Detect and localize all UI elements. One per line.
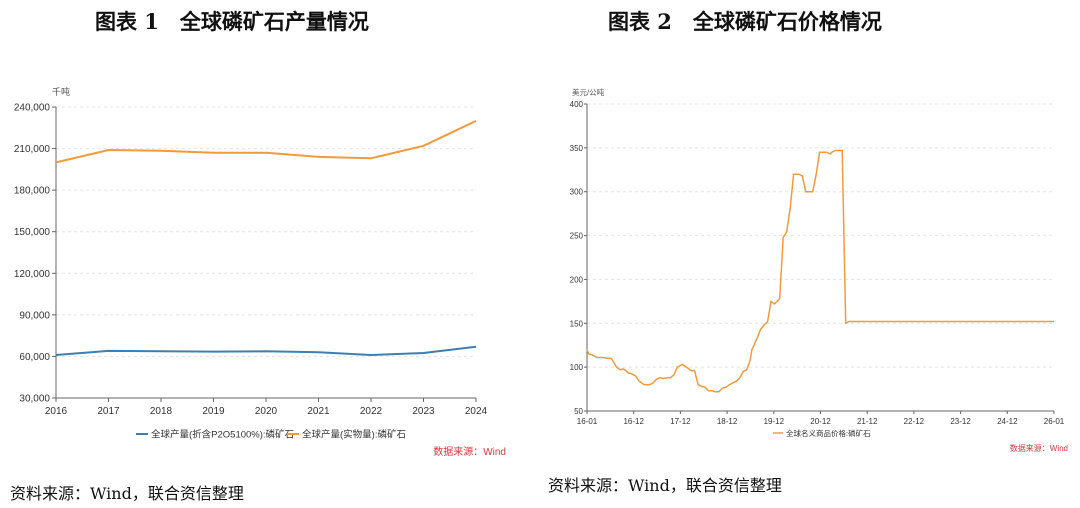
chart-2-legend-label: 全球名义商品价格:磷矿石 bbox=[786, 428, 871, 438]
chart-1-x-tick-label: 2019 bbox=[202, 406, 225, 417]
chart-1-y-tick-label: 60,000 bbox=[19, 352, 50, 363]
chart-2-price: 美元/公吨 50 100 150 200 250 300 350 400 16-01 16-12 17… bbox=[570, 87, 1068, 453]
chart-2-x-tick-label: 24-12 bbox=[997, 417, 1018, 426]
chart-2-y-tick-label: 250 bbox=[570, 232, 584, 241]
chart-1-x-tick-label: 2017 bbox=[97, 406, 120, 417]
chart-1-y-tick-label: 30,000 bbox=[19, 394, 50, 405]
chart-panel-1: 图表 1 全球磷矿石产量情况 千吨 30,000 60,000 90,000 120,0… bbox=[10, 9, 506, 503]
chart-1-source: 资料来源：Wind，联合资信整理 bbox=[10, 484, 244, 503]
chart-2-title: 图表 2 全球磷矿石价格情况 bbox=[608, 9, 882, 34]
chart-2-y-tick-label: 150 bbox=[570, 319, 584, 328]
chart-1-series-line-2 bbox=[55, 119, 477, 164]
chart-2-x-tick-label: 22-12 bbox=[904, 417, 925, 426]
chart-1-y-tick-label: 120,000 bbox=[14, 269, 51, 280]
chart-2-series-line bbox=[586, 149, 1054, 393]
chart-2-source: 资料来源：Wind，联合资信整理 bbox=[548, 476, 782, 495]
chart-1-title: 图表 1 全球磷矿石产量情况 bbox=[95, 9, 369, 34]
chart-2-unit-label: 美元/公吨 bbox=[572, 87, 605, 97]
chart-1-x-tick-label: 2018 bbox=[150, 406, 173, 417]
chart-2-x-tick-label: 16-12 bbox=[623, 417, 644, 426]
chart-1-legend-label-1: 全球产量(折含P2O5100%):磷矿石 bbox=[151, 429, 294, 441]
chart-1-series-line-1 bbox=[55, 345, 477, 357]
chart-2-x-tick-label: 20-12 bbox=[810, 417, 831, 426]
chart-2-watermark: 数据来源：Wind bbox=[1010, 443, 1068, 453]
chart-2-y-tick-label: 100 bbox=[570, 363, 584, 372]
chart-2-x-tick-label: 19-12 bbox=[764, 417, 785, 426]
chart-1-y-tick-label: 240,000 bbox=[14, 103, 51, 114]
chart-2-y-tick-label: 200 bbox=[570, 275, 584, 284]
chart-2-x-tick-label: 26-01 bbox=[1044, 417, 1065, 426]
chart-1-x-tick-label: 2023 bbox=[412, 406, 435, 417]
chart-2-x-tick-label: 17-12 bbox=[670, 417, 691, 426]
chart-1-y-tick-label: 150,000 bbox=[14, 227, 51, 238]
chart-1-production: 千吨 30,000 60,000 90,000 120,000 150,000 180,00… bbox=[14, 86, 506, 458]
chart-2-y-tick-label: 350 bbox=[570, 144, 584, 153]
chart-1-legend-label-2: 全球产量(实物量):磷矿石 bbox=[302, 429, 406, 441]
chart-1-y-tick-label: 210,000 bbox=[14, 144, 51, 155]
chart-2-x-tick-label: 16-01 bbox=[577, 417, 598, 426]
chart-1-y-tick-label: 180,000 bbox=[14, 186, 51, 197]
chart-1-y-tick-label: 90,000 bbox=[19, 310, 50, 321]
chart-panel-2: 图表 2 全球磷矿石价格情况 美元/公吨 50 100 150 200 250 300 350… bbox=[540, 0, 1080, 508]
chart-1-x-tick-label: 2016 bbox=[45, 406, 68, 417]
chart-1-watermark: 数据来源：Wind bbox=[433, 445, 506, 458]
chart-2-x-tick-label: 21-12 bbox=[857, 417, 878, 426]
chart-2-y-tick-label: 300 bbox=[570, 188, 584, 197]
chart-1-x-tick-label: 2022 bbox=[360, 406, 383, 417]
chart-2-x-tick-label: 23-12 bbox=[950, 417, 971, 426]
chart-1-x-tick-label: 2024 bbox=[465, 406, 488, 417]
chart-2-y-tick-label: 400 bbox=[570, 100, 584, 109]
chart-2-x-tick-label: 18-12 bbox=[717, 417, 738, 426]
chart-1-x-tick-label: 2020 bbox=[255, 406, 278, 417]
chart-1-unit-label: 千吨 bbox=[52, 86, 70, 97]
chart-1-x-tick-label: 2021 bbox=[307, 406, 330, 417]
chart-2-y-tick-label: 50 bbox=[574, 407, 583, 416]
